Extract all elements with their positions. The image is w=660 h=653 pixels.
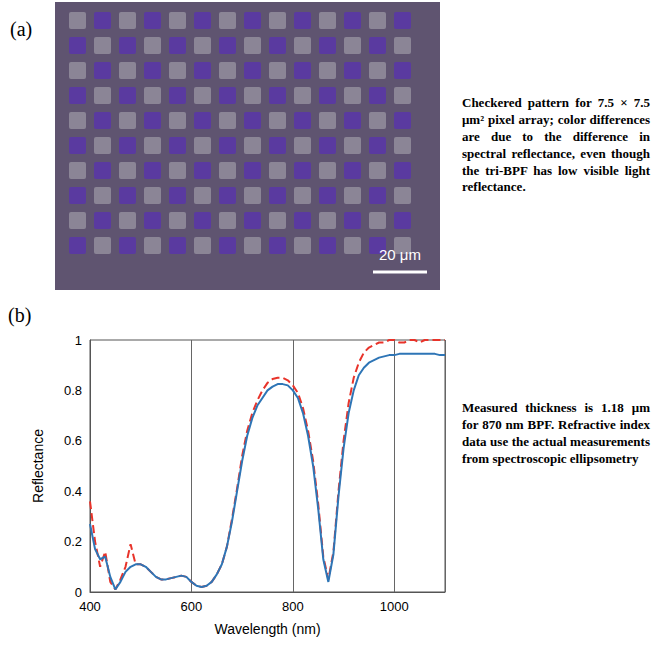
svg-text:Reflectance: Reflectance [30,429,46,503]
svg-text:Wavelength (nm): Wavelength (nm) [214,621,320,637]
svg-text:0.8: 0.8 [64,383,82,398]
svg-text:600: 600 [181,599,203,614]
svg-text:400: 400 [79,599,101,614]
svg-text:20 μm: 20 μm [379,246,421,263]
svg-text:0.6: 0.6 [64,433,82,448]
svg-text:1: 1 [75,333,82,348]
html-text:(a): (a) [10,18,33,40]
html-text:(b): (b) [8,304,32,326]
html-text:Checkered pattern for 7.5 × 7.: Checkered pattern for 7.5 × 7.5 μm² pixe… [462,95,650,195]
html-text:Measured thickness is 1.18 μm: Measured thickness is 1.18 μm for 870 nm… [462,400,650,466]
svg-text:0: 0 [75,585,82,600]
svg-text:800: 800 [282,599,304,614]
svg-text:1000: 1000 [380,599,409,614]
svg-text:0.2: 0.2 [64,534,82,549]
svg-text:0.4: 0.4 [64,484,82,499]
